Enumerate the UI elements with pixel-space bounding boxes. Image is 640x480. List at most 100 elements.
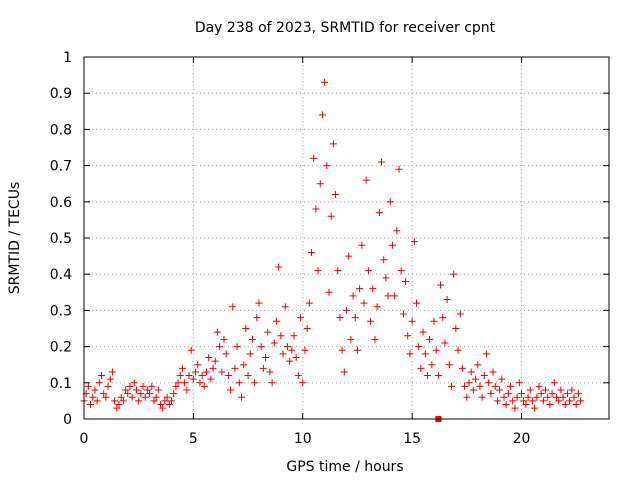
- data-point: [513, 393, 521, 401]
- data-point: [205, 353, 213, 361]
- data-point: [461, 382, 469, 390]
- x-tick-label: 15: [403, 431, 421, 447]
- data-point: [465, 379, 473, 387]
- data-point: [117, 393, 125, 401]
- data-point: [157, 401, 165, 409]
- data-point: [399, 310, 407, 318]
- data-point: [115, 401, 123, 409]
- data-point: [290, 332, 298, 340]
- data-point: [329, 140, 337, 148]
- data-point: [441, 339, 449, 347]
- data-point: [507, 382, 515, 390]
- y-tick-label: 0.5: [50, 231, 72, 247]
- data-point: [196, 379, 204, 387]
- data-point: [476, 382, 484, 390]
- x-tick-label: 0: [80, 431, 89, 447]
- data-point: [443, 296, 451, 304]
- data-point: [537, 390, 545, 398]
- data-point: [128, 393, 136, 401]
- data-point: [102, 393, 110, 401]
- y-tick-label: 0.9: [50, 86, 72, 102]
- data-point: [168, 397, 175, 405]
- data-point: [511, 404, 519, 412]
- data-point: [384, 292, 392, 300]
- data-point: [542, 386, 550, 394]
- data-point: [406, 350, 414, 358]
- data-point: [332, 191, 340, 199]
- data-point: [281, 303, 289, 311]
- data-point: [568, 386, 576, 394]
- data-point: [353, 346, 361, 354]
- y-tick-label: 0.4: [50, 267, 72, 283]
- x-tick-label: 20: [513, 431, 531, 447]
- data-point: [356, 285, 364, 293]
- data-point: [174, 379, 182, 387]
- data-point: [279, 350, 287, 358]
- data-point: [487, 390, 495, 398]
- data-point: [104, 382, 112, 390]
- data-point: [268, 379, 276, 387]
- data-point: [163, 393, 171, 401]
- data-point: [154, 386, 162, 394]
- data-point: [93, 397, 101, 405]
- data-point: [198, 372, 206, 380]
- data-point: [419, 328, 427, 336]
- data-point: [434, 372, 442, 380]
- data-point: [124, 390, 132, 398]
- data-point: [520, 397, 528, 405]
- data-point: [211, 357, 219, 365]
- data-point: [349, 292, 357, 300]
- data-point: [159, 404, 167, 412]
- data-point: [388, 241, 396, 249]
- data-point: [275, 263, 283, 271]
- data-point: [187, 346, 195, 354]
- data-point: [518, 390, 525, 398]
- data-point: [423, 372, 431, 380]
- data-point: [316, 180, 324, 188]
- data-point: [528, 397, 536, 405]
- data-point: [380, 256, 388, 264]
- data-point: [203, 368, 210, 376]
- data-point: [323, 162, 331, 170]
- data-point: [336, 314, 344, 322]
- data-point: [286, 357, 294, 365]
- data-point: [334, 267, 342, 275]
- data-point: [428, 361, 436, 369]
- data-point: [343, 306, 350, 314]
- data-point: [452, 325, 460, 332]
- data-point: [493, 397, 501, 405]
- data-point: [413, 299, 420, 307]
- data-point: [347, 335, 355, 343]
- data-point: [152, 393, 160, 401]
- data-point: [515, 379, 523, 387]
- data-point: [566, 397, 574, 405]
- data-point: [111, 397, 119, 405]
- data-point: [294, 372, 302, 380]
- data-point: [563, 390, 571, 398]
- chart-title: Day 238 of 2023, SRMTID for receiver cpn…: [195, 20, 496, 36]
- data-point: [89, 393, 97, 401]
- data-point: [393, 227, 401, 235]
- y-tick-label: 0.1: [50, 376, 72, 392]
- data-point: [557, 386, 565, 394]
- data-point: [148, 382, 156, 390]
- data-point: [150, 397, 158, 405]
- data-point: [308, 248, 315, 256]
- data-point: [559, 393, 567, 401]
- data-point: [139, 382, 147, 390]
- data-point: [531, 404, 539, 412]
- data-point: [410, 238, 418, 246]
- data-point: [553, 393, 560, 401]
- data-point: [185, 372, 193, 380]
- data-point: [474, 361, 482, 369]
- data-point: [391, 292, 399, 300]
- data-point: [386, 198, 394, 206]
- data-point: [218, 368, 226, 376]
- data-point: [310, 154, 318, 162]
- data-point: [456, 310, 464, 318]
- data-point: [544, 393, 552, 401]
- data-point: [345, 252, 353, 260]
- data-point: [360, 299, 368, 307]
- x-axis-label: GPS time / hours: [286, 459, 403, 475]
